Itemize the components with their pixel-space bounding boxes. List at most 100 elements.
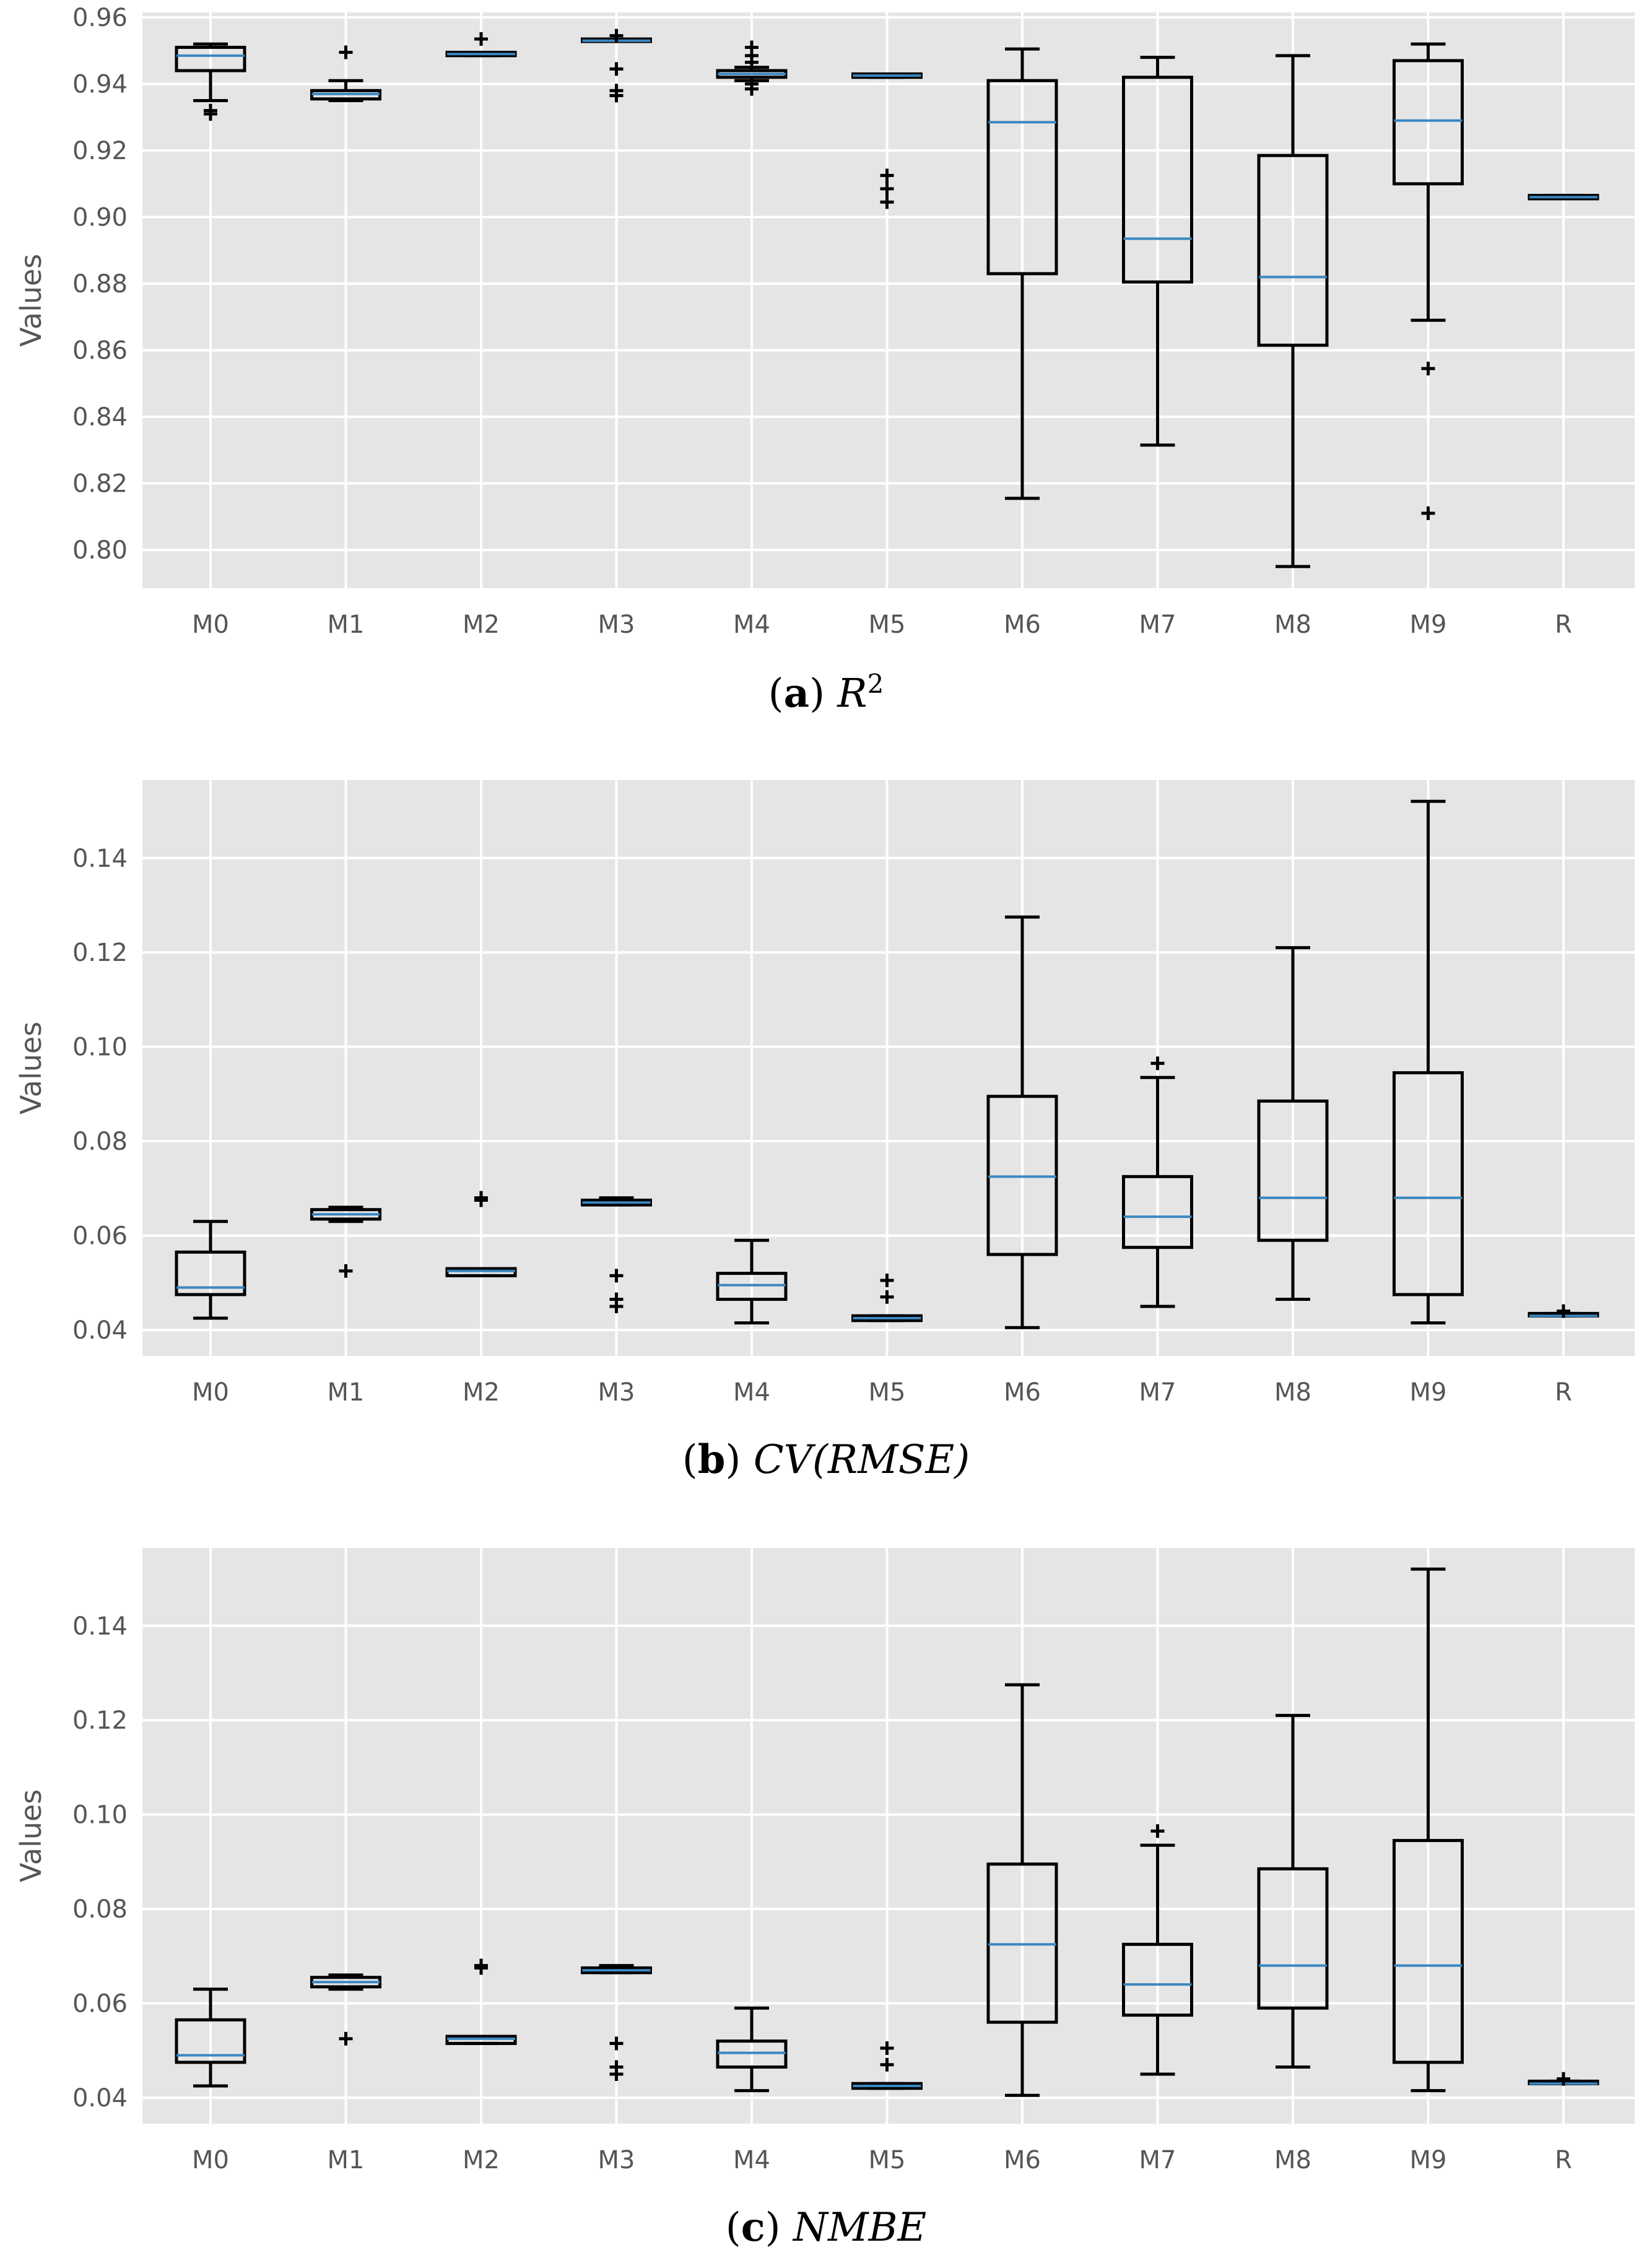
box-M0 xyxy=(175,42,246,121)
outlier-marker xyxy=(609,28,624,43)
outlier-marker xyxy=(339,45,353,59)
x-tick-label: M1 xyxy=(328,1378,365,1407)
y-tick-label: 0.80 xyxy=(72,536,128,565)
outlier-marker xyxy=(1421,362,1435,376)
outlier-marker xyxy=(1557,1304,1570,1318)
y-tick-label: 0.86 xyxy=(72,337,128,365)
x-tick-label: M0 xyxy=(192,610,229,639)
outlier-marker xyxy=(474,1961,488,1975)
x-tick-label: M0 xyxy=(192,1378,229,1407)
box-M5 xyxy=(851,1274,923,1323)
caption-a: (a) R2 xyxy=(768,669,884,717)
box-iqr xyxy=(1393,59,1464,186)
y-tick-label: 0.94 xyxy=(72,71,128,99)
x-tick-label: M7 xyxy=(1139,610,1176,639)
x-tick-label: M3 xyxy=(598,2146,635,2174)
outlier-marker xyxy=(880,1290,894,1304)
box-M4 xyxy=(716,1238,788,1325)
x-tick-label: M2 xyxy=(463,1378,500,1407)
box-iqr xyxy=(1393,1071,1464,1297)
x-tick-label: M5 xyxy=(869,610,906,639)
boxplot-r2: 0.80 0.82 0.84 0.86 0.88 0.90 0.92 0.94 0.96 M0 M1… xyxy=(14,4,1635,639)
caption-c-metric: NMBE xyxy=(793,2205,927,2251)
outlier-marker xyxy=(1150,1056,1165,1071)
box-M8 xyxy=(1257,54,1329,568)
x-tick-label: M2 xyxy=(463,2146,500,2174)
outlier-marker xyxy=(880,2041,894,2056)
x-tick-label: M0 xyxy=(192,2146,229,2174)
outlier-marker xyxy=(609,1269,624,1283)
chart-panel-c: 0.04 0.06 0.08 0.10 0.12 0.14 M0 M1 M2 M3 M4 M5 M6 M7… xyxy=(0,1535,1652,2263)
box-M1 xyxy=(310,1973,381,2046)
box-M7 xyxy=(1122,1056,1193,1308)
box-M6 xyxy=(986,1683,1058,2097)
box-M9 xyxy=(1393,42,1464,521)
x-tick-label: M4 xyxy=(733,610,770,639)
caption-c-label: c xyxy=(741,2204,765,2251)
box-iqr xyxy=(1122,1942,1193,2017)
box-M4 xyxy=(716,40,788,96)
outlier-marker xyxy=(880,2057,894,2072)
x-tick-label: R xyxy=(1555,610,1572,639)
x-tick-label: M6 xyxy=(1004,1378,1041,1407)
x-tick-label: M4 xyxy=(733,1378,770,1407)
plot-background xyxy=(142,12,1635,588)
box-iqr xyxy=(1122,76,1193,284)
outlier-marker xyxy=(339,2031,353,2046)
outlier-marker xyxy=(609,89,624,103)
x-tick-label: M3 xyxy=(598,1378,635,1407)
caption-a-label: a xyxy=(783,670,810,717)
y-tick-label: 0.06 xyxy=(72,1222,128,1251)
box-M2 xyxy=(445,1191,517,1277)
box-iqr xyxy=(1122,1175,1193,1249)
x-tick-label: M6 xyxy=(1004,610,1041,639)
box-M3 xyxy=(581,1196,652,1313)
x-tick-label: R xyxy=(1555,2146,1572,2174)
y-axis-label: Values xyxy=(14,254,48,347)
caption-b: (b) CV(RMSE) xyxy=(682,1436,970,1483)
y-tick-label: 0.88 xyxy=(72,270,128,298)
box-R xyxy=(1528,2072,1599,2086)
y-tick-label: 0.04 xyxy=(72,1316,128,1345)
outlier-marker xyxy=(880,181,894,196)
y-tick-label: 0.08 xyxy=(72,1127,128,1156)
box-M2 xyxy=(445,1958,517,2045)
y-tick-label: 0.10 xyxy=(72,1033,128,1062)
x-tick-label: M6 xyxy=(1004,2146,1041,2174)
x-tick-label: M7 xyxy=(1139,1378,1176,1407)
x-tick-label: M8 xyxy=(1274,2146,1311,2174)
outlier-marker xyxy=(1150,1824,1165,1838)
box-M5 xyxy=(851,72,923,209)
box-M7 xyxy=(1122,56,1193,447)
outlier-marker xyxy=(609,2036,624,2051)
plot-background xyxy=(142,780,1635,1356)
box-M3 xyxy=(581,28,652,103)
outlier-marker xyxy=(204,106,217,121)
box-iqr xyxy=(1257,154,1329,347)
x-tick-label: M3 xyxy=(598,610,635,639)
outlier-marker xyxy=(1421,506,1435,521)
y-axis-label: Values xyxy=(14,1022,48,1114)
x-tick-label: M1 xyxy=(328,2146,365,2174)
x-tick-label: M4 xyxy=(733,2146,770,2174)
y-tick-label: 0.96 xyxy=(72,4,128,32)
outlier-marker xyxy=(1557,2072,1570,2086)
outlier-marker xyxy=(880,168,894,183)
box-iqr xyxy=(1393,1839,1464,2064)
box-M2 xyxy=(445,32,517,58)
x-tick-label: M9 xyxy=(1410,610,1447,639)
y-tick-label: 0.08 xyxy=(72,1895,128,1924)
caption-c: (c) NMBE xyxy=(725,2204,927,2251)
box-R xyxy=(1528,1304,1599,1318)
box-M0 xyxy=(175,1220,246,1320)
outlier-marker xyxy=(339,1264,353,1278)
y-tick-label: 0.92 xyxy=(72,137,128,165)
x-tick-label: M8 xyxy=(1274,1378,1311,1407)
x-tick-label: M5 xyxy=(869,1378,906,1407)
box-M9 xyxy=(1393,799,1464,1325)
outlier-marker xyxy=(609,62,624,76)
box-M5 xyxy=(851,2041,923,2090)
outlier-marker xyxy=(880,1274,894,1288)
x-tick-label: M2 xyxy=(463,610,500,639)
y-tick-label: 0.82 xyxy=(72,470,128,498)
